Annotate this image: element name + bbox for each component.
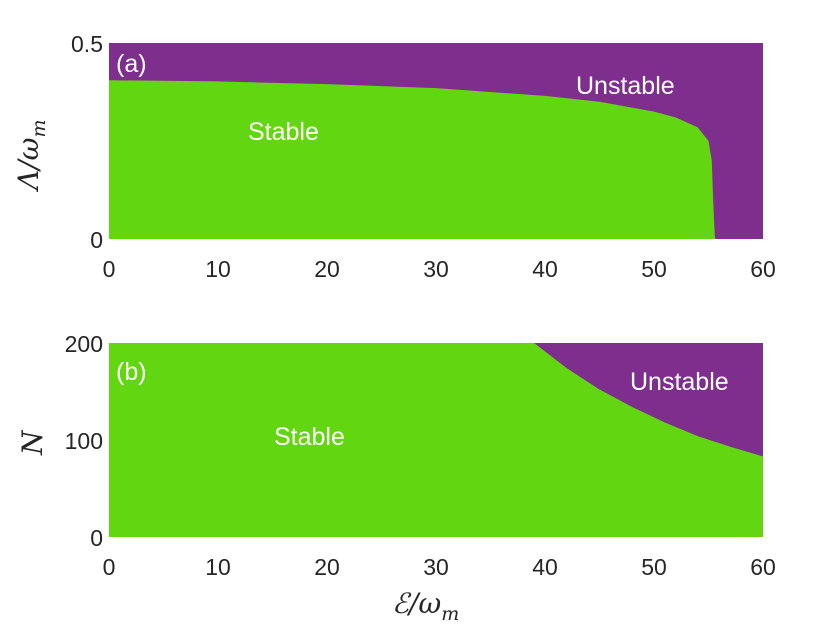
x-tick-label: 30: [423, 256, 449, 282]
x-axis-label: ℰ/ωm: [392, 587, 459, 625]
panel-a-stable-region: [109, 80, 716, 240]
y-tick-label: 200: [65, 331, 103, 357]
x-tick-label: 60: [750, 256, 776, 282]
panel-a-x-tick-labels: 0 10 20 30 40 50 60: [103, 256, 776, 282]
x-tick-label: 10: [205, 256, 231, 282]
x-tick-label: 20: [314, 554, 340, 580]
panel-a-label: (a): [116, 50, 147, 78]
panel-a-stable-label: Stable: [248, 118, 319, 146]
panel-b-unstable-label: Unstable: [630, 368, 729, 396]
panel-b-x-tick-labels: 0 10 20 30 40 50 60: [103, 554, 776, 580]
panel-a: 0 10 20 30 40 50 60 00.5 (a) Stable Unstable Λ…: [12, 31, 776, 282]
y-tick-label: 100: [65, 428, 103, 454]
x-tick-label: 40: [532, 256, 558, 282]
panel-b: 0 10 20 30 40 50 60 0 100 200 (b) Stable Unstabl…: [16, 331, 776, 625]
y-tick-label: 0: [90, 227, 103, 253]
x-tick-label: 50: [641, 554, 667, 580]
x-tick-label: 40: [532, 554, 558, 580]
y-tick-label: 0: [90, 525, 103, 551]
x-tick-label: 10: [205, 554, 231, 580]
panel-b-y-axis-label: N: [16, 429, 49, 456]
panel-b-unstable-region: [534, 343, 763, 457]
panel-a-unstable-label: Unstable: [576, 72, 675, 100]
panel-b-y-tick-labels: 0 100 200: [65, 331, 103, 551]
panel-a-y-axis-label: Λ/ωm: [12, 119, 50, 193]
x-tick-label: 60: [750, 554, 776, 580]
panel-b-label: (b): [116, 358, 147, 386]
x-tick-label: 0: [103, 256, 116, 282]
x-tick-label: 0: [103, 554, 116, 580]
y-tick-label: 0.5: [71, 31, 103, 57]
panel-b-stable-label: Stable: [274, 423, 345, 451]
panel-a-y-tick-labels: 00.5: [71, 31, 103, 253]
x-tick-label: 30: [423, 554, 449, 580]
x-tick-label: 50: [641, 256, 667, 282]
x-tick-label: 20: [314, 256, 340, 282]
